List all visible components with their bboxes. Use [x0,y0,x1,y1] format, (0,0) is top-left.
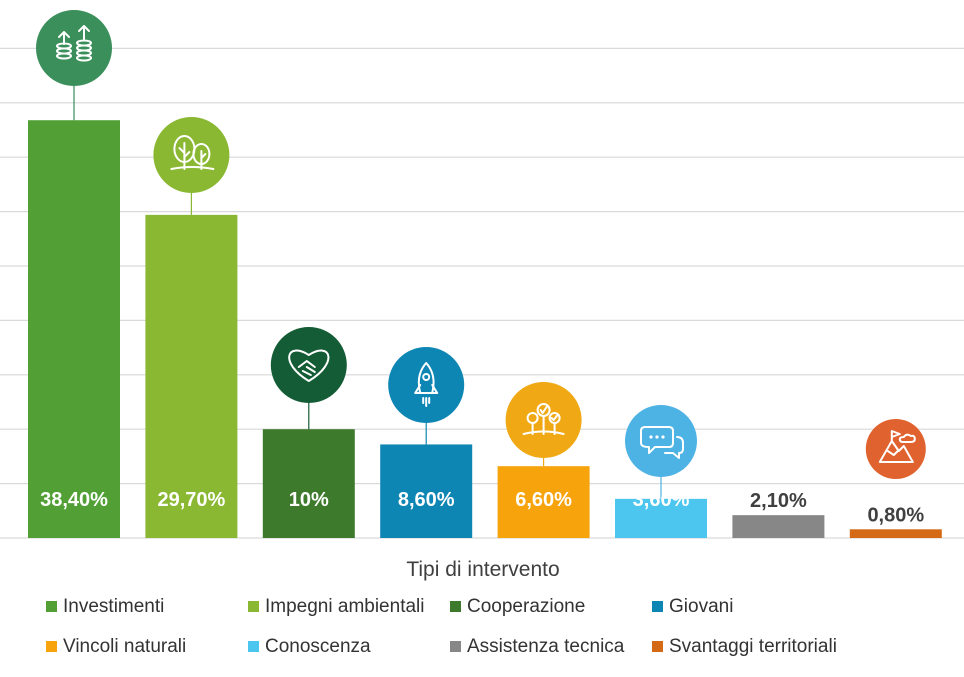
legend-label: Impegni ambientali [265,596,424,617]
legend-swatch [46,641,57,652]
legend-label: Investimenti [63,596,164,617]
plants-check-icon [522,403,565,435]
bar [145,214,238,538]
legend-swatch [46,601,57,612]
data-label: 0,80% [867,504,924,526]
bar [732,515,825,538]
legend-item: Assistenza tecnica [450,636,625,657]
icon-badge [153,117,230,193]
data-label: 10% [289,489,329,511]
bar [380,444,473,538]
icon-badge [36,10,112,86]
mountain-flag-icon [878,430,916,463]
handshake-heart-icon [288,349,330,382]
dot [661,435,665,439]
icon-badge [388,347,465,423]
icon-badge [625,405,697,477]
legend-item: Giovani [652,596,733,617]
data-label: 8,60% [398,489,455,511]
legend-label: Vincoli naturali [63,636,186,657]
gridlines [0,47,964,539]
trees-icon [170,135,215,170]
dot [649,435,653,439]
legend-label: Svantaggi territoriali [669,636,837,657]
data-label: 6,60% [515,489,572,511]
legend-label: Cooperazione [467,596,585,617]
legend-label: Giovani [669,596,733,617]
legend-item: Cooperazione [450,596,585,617]
legend-swatch [652,601,663,612]
bar [849,529,942,538]
bar [262,429,355,538]
legend-label: Conoscenza [265,636,371,657]
dot [655,435,659,439]
bar [497,466,590,538]
legend-swatch [450,641,461,652]
data-labels: 38,40% 29,70% 10% 8,60% 6,60% 3,60% 2,10% 0,80% [40,489,924,526]
legend: Investimenti Impegni ambientali Cooperazio… [46,596,837,657]
legend-item: Vincoli naturali [46,636,186,657]
legend-item: Investimenti [46,596,164,617]
legend-item: Svantaggi territoriali [652,636,837,657]
bar [28,120,120,538]
legend-swatch [652,641,663,652]
legend-label: Assistenza tecnica [467,636,625,657]
legend-swatch [248,601,259,612]
bars [28,120,942,538]
legend-item: Impegni ambientali [248,596,424,617]
icon-badge [270,327,347,403]
icon-markers [36,10,926,499]
rocket-icon [414,362,439,407]
bar [615,498,707,538]
data-label: 2,10% [750,490,807,512]
data-label: 38,40% [40,489,108,511]
legend-swatch [450,601,461,612]
data-label: 29,70% [157,489,225,511]
coins-growth-icon [56,25,92,62]
x-axis-title: Tipi di intervento [406,558,559,581]
legend-item: Conoscenza [248,636,371,657]
chat-bubbles-icon [640,426,684,459]
icon-badge [865,419,926,479]
data-label: 3,60% [633,489,690,511]
legend-swatch [248,641,259,652]
